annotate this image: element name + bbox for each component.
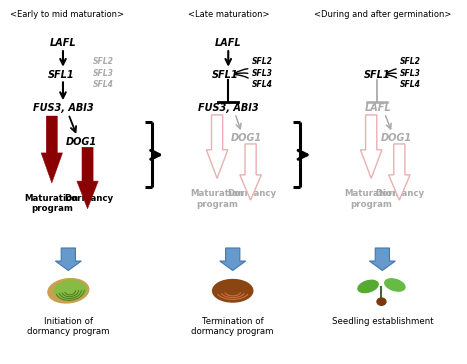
Text: Maturation
program: Maturation program — [344, 189, 398, 209]
Ellipse shape — [54, 281, 86, 300]
Text: SFL2
SFL3
SFL4: SFL2 SFL3 SFL4 — [252, 57, 273, 89]
Text: Seedling establishment: Seedling establishment — [332, 317, 433, 326]
Polygon shape — [240, 144, 262, 200]
Polygon shape — [56, 248, 81, 270]
Text: Maturation
program: Maturation program — [25, 194, 79, 213]
Text: DOG1: DOG1 — [381, 134, 412, 143]
Text: SFL1: SFL1 — [212, 70, 238, 80]
Ellipse shape — [377, 298, 386, 305]
Text: FUS3, ABI3: FUS3, ABI3 — [33, 103, 93, 114]
Polygon shape — [361, 115, 382, 178]
Polygon shape — [369, 248, 395, 270]
Text: SFL2
SFL3
SFL4: SFL2 SFL3 SFL4 — [400, 57, 421, 89]
Text: LAFL: LAFL — [365, 103, 391, 113]
Polygon shape — [41, 116, 63, 183]
Ellipse shape — [358, 280, 378, 293]
Text: Dormancy: Dormancy — [64, 194, 113, 203]
Text: <Late maturation>: <Late maturation> — [188, 10, 269, 19]
Text: Dormancy: Dormancy — [227, 189, 276, 198]
Text: DOG1: DOG1 — [66, 137, 97, 147]
Polygon shape — [389, 144, 410, 200]
Ellipse shape — [48, 279, 89, 303]
Text: SFL2
SFL3
SFL4: SFL2 SFL3 SFL4 — [93, 57, 114, 89]
Polygon shape — [220, 248, 246, 270]
Text: SFL1: SFL1 — [364, 70, 390, 80]
Ellipse shape — [212, 280, 253, 302]
Text: <During and after germination>: <During and after germination> — [314, 10, 451, 19]
Text: DOG1: DOG1 — [231, 134, 262, 143]
Text: <Early to mid maturation>: <Early to mid maturation> — [10, 10, 124, 19]
Text: Maturation
program: Maturation program — [190, 189, 244, 209]
Polygon shape — [77, 147, 98, 209]
Text: SFL1: SFL1 — [48, 70, 74, 80]
Text: FUS3, ABI3: FUS3, ABI3 — [198, 103, 259, 113]
Text: Dormancy: Dormancy — [375, 189, 425, 198]
Text: Initiation of
dormancy program: Initiation of dormancy program — [27, 317, 110, 336]
Ellipse shape — [385, 279, 405, 291]
Text: LAFL: LAFL — [215, 39, 241, 48]
Text: Termination of
dormancy program: Termination of dormancy program — [191, 317, 274, 336]
Text: LAFL: LAFL — [50, 39, 76, 48]
Polygon shape — [206, 115, 228, 178]
